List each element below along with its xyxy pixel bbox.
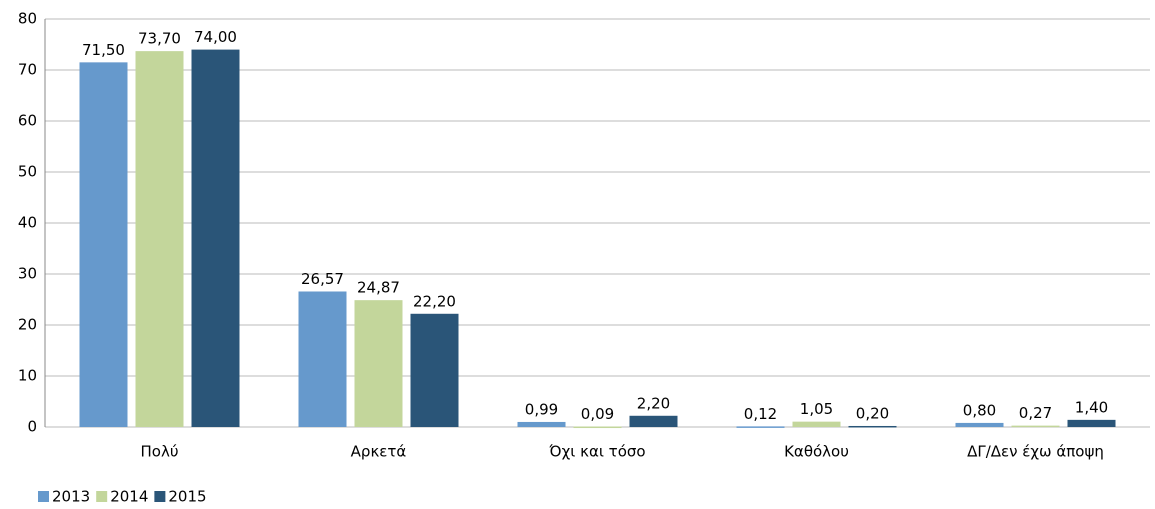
bar — [354, 300, 403, 427]
y-tick-label: 40 — [18, 214, 37, 232]
data-label: 0,27 — [1019, 404, 1052, 422]
data-label: 71,50 — [82, 41, 125, 59]
data-label: 26,57 — [301, 270, 344, 288]
y-tick-label: 50 — [18, 163, 37, 181]
data-label: 1,40 — [1075, 398, 1108, 416]
data-label: 0,80 — [963, 401, 996, 419]
data-label: 73,70 — [138, 30, 181, 48]
legend-label: 2014 — [110, 488, 148, 506]
x-tick-label: Καθόλου — [784, 443, 849, 461]
bar — [955, 422, 1004, 427]
bar — [1011, 425, 1060, 428]
y-tick-label: 60 — [18, 112, 37, 130]
bar — [736, 426, 785, 428]
y-tick-label: 30 — [18, 265, 37, 283]
bar — [135, 51, 184, 427]
bar — [629, 415, 678, 427]
legend-swatch — [38, 491, 49, 502]
y-tick-label: 10 — [18, 367, 37, 385]
y-tick-label: 0 — [27, 418, 37, 436]
data-label: 0,20 — [856, 404, 889, 422]
legend-label: 2015 — [168, 488, 206, 506]
bar — [848, 425, 897, 428]
y-tick-label: 80 — [18, 10, 37, 28]
bar — [1067, 419, 1116, 427]
bar — [792, 421, 841, 427]
data-label: 22,20 — [413, 292, 456, 310]
bar — [573, 426, 622, 429]
data-label: 74,00 — [194, 28, 237, 46]
y-tick-label: 70 — [18, 61, 37, 79]
data-label: 2,20 — [637, 394, 670, 412]
x-tick-label: Αρκετά — [351, 443, 407, 461]
data-label: 0,09 — [581, 405, 614, 423]
legend-label: 2013 — [52, 488, 90, 506]
bar — [79, 62, 128, 427]
bar — [191, 49, 240, 427]
data-label: 1,05 — [800, 400, 833, 418]
x-tick-label: Όχι και τόσο — [548, 443, 645, 461]
bar — [298, 291, 347, 427]
bar — [410, 313, 459, 427]
data-label: 0,99 — [525, 400, 558, 418]
legend-swatch — [154, 491, 166, 502]
y-tick-label: 20 — [18, 316, 37, 334]
legend-swatch — [96, 491, 108, 502]
data-label: 24,87 — [357, 279, 400, 297]
x-tick-label: Πολύ — [140, 443, 178, 461]
data-label: 0,12 — [744, 405, 777, 423]
x-tick-label: ΔΓ/Δεν έχω άποψη — [967, 443, 1104, 461]
bar — [517, 421, 566, 427]
